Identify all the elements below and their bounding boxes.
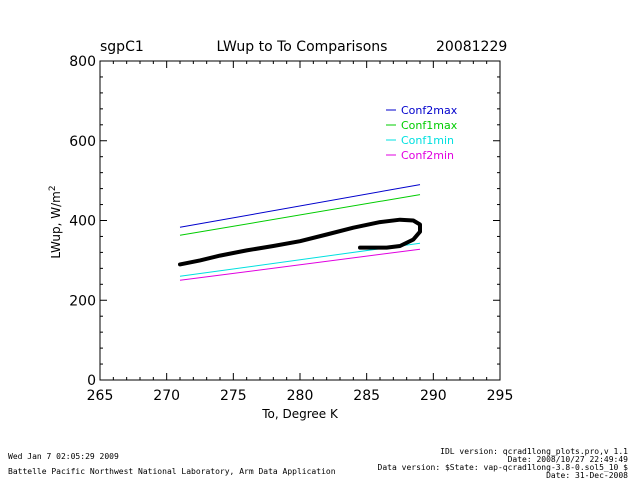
- y-tick-labels: 0 200 400 600 800: [69, 54, 96, 389]
- y-tick-label: 200: [69, 293, 96, 309]
- series-line-conf1max: [179, 194, 421, 236]
- footer-data-date: Date: 31-Dec-2008: [546, 471, 628, 480]
- chart-title: LWup to To Comparisons: [217, 39, 388, 55]
- x-tick-label: 275: [220, 388, 247, 404]
- series-line-conf2max: [179, 184, 421, 228]
- y-tick-label: 0: [87, 373, 96, 389]
- x-tick-label: 290: [420, 388, 447, 404]
- observed-trace: [178, 217, 422, 267]
- y-tick-label: 600: [69, 134, 96, 150]
- x-tick-label: 280: [287, 388, 314, 404]
- legend-label: Conf2min: [401, 149, 454, 162]
- y-axis-title: LWup, W/m2: [48, 185, 63, 258]
- x-tick-label: 265: [87, 388, 114, 404]
- y-tick-label: 400: [69, 214, 96, 230]
- observed-data: [178, 217, 422, 267]
- footer-data-version: Data version: $State: vap-qcrad1long-3.8…: [378, 463, 629, 472]
- x-axis-title: To, Degree K: [261, 407, 339, 421]
- x-tick-label: 270: [153, 388, 180, 404]
- x-tick-label: 295: [487, 388, 514, 404]
- x-tick-label: 285: [353, 388, 380, 404]
- footer-lab: Battelle Pacific Northwest National Labo…: [8, 467, 336, 476]
- x-tick-labels: 265 270 275 280 285 290 295: [87, 388, 514, 404]
- series-line-conf2min: [179, 248, 421, 281]
- legend-label: Conf2max: [401, 104, 458, 117]
- y-tick-label: 800: [69, 54, 96, 70]
- legend-label: Conf1max: [401, 119, 458, 132]
- legend: Conf2max Conf1max Conf1min Conf2min: [386, 104, 458, 162]
- site-label: sgpC1: [100, 39, 144, 55]
- series-lines: [179, 184, 421, 281]
- plot-axes: [99, 60, 501, 381]
- footer-idl-date: Date: 2008/10/27 22:49:49: [508, 455, 629, 464]
- legend-label: Conf1min: [401, 134, 454, 147]
- footer-idl-version: IDL version: qcrad1long_plots.pro,v 1.1: [440, 447, 628, 456]
- footer-timestamp: Wed Jan 7 02:05:29 2009: [8, 452, 119, 461]
- date-label: 20081229: [436, 39, 507, 55]
